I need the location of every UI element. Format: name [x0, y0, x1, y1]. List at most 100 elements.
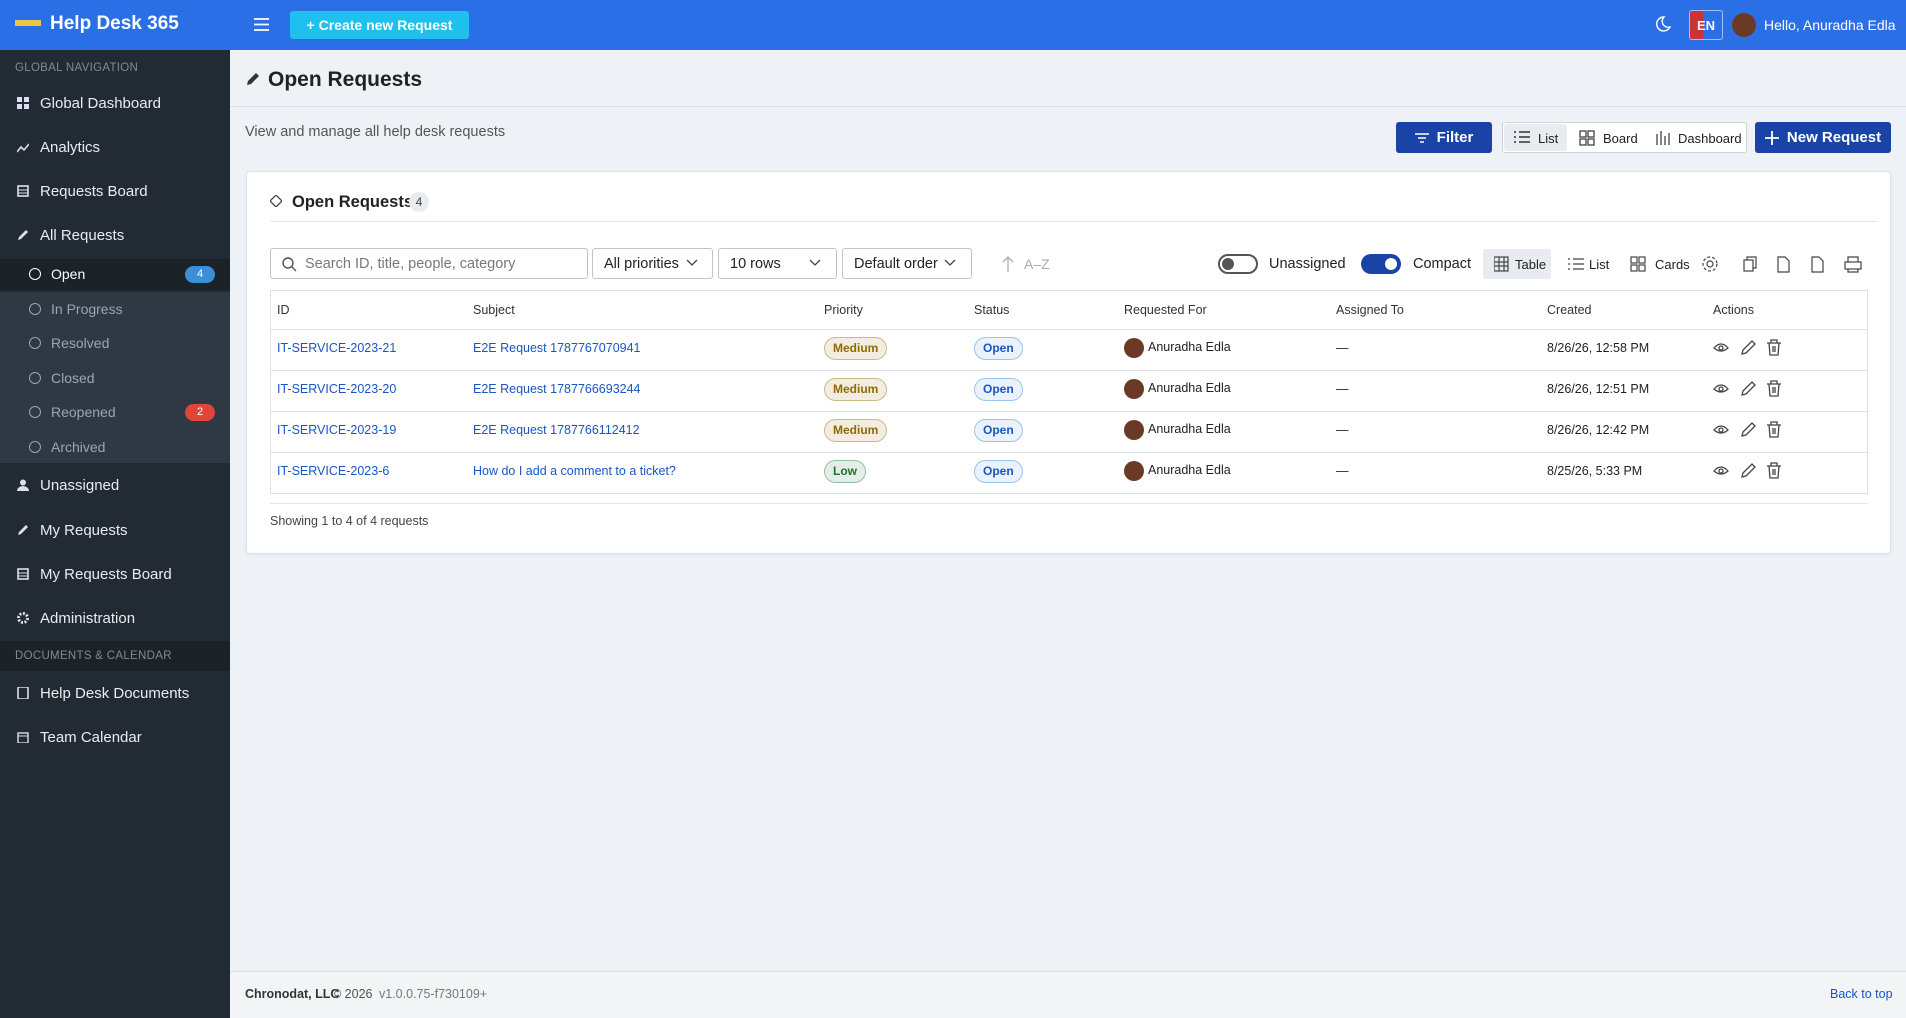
- footer-company: Chronodat, LLC: [245, 987, 340, 1001]
- submenu-item[interactable]: Archived: [51, 439, 106, 455]
- table: [270, 290, 1868, 494]
- row-actions[interactable]: [1713, 461, 1783, 479]
- submenu-item[interactable]: In Progress: [51, 300, 123, 317]
- avatar: [1124, 420, 1144, 440]
- item-icon: [29, 441, 41, 453]
- column-header: Subject: [473, 303, 515, 317]
- nav-item[interactable]: Help Desk Documents: [0, 673, 230, 713]
- new-request-button[interactable]: New Request: [1755, 122, 1891, 153]
- nav-item[interactable]: My Requests Board: [0, 554, 230, 594]
- submenu-item[interactable]: Resolved: [51, 335, 110, 352]
- theme-toggle[interactable]: [1655, 16, 1671, 32]
- nav-label: Help Desk Documents: [40, 684, 190, 702]
- view-option[interactable]: Dashboard: [1678, 131, 1742, 146]
- count-badge: 2: [185, 404, 215, 422]
- created: 8/26/26, 12:51 PM: [1547, 382, 1650, 396]
- row-divider: [271, 329, 1867, 330]
- layout-option[interactable]: Table: [1515, 257, 1547, 272]
- nav-item[interactable]: My Requests: [0, 510, 230, 550]
- requested-for: Anuradha Edla: [1148, 340, 1231, 354]
- created: 8/26/26, 12:58 PM: [1547, 341, 1650, 355]
- dropdown-label: All priorities: [604, 255, 679, 272]
- toggle-label: Compact: [1413, 256, 1472, 272]
- nav-label: Unassigned: [40, 476, 120, 494]
- column-header: ID: [277, 303, 290, 317]
- nav-item[interactable]: Team Calendar: [0, 717, 230, 757]
- divider: [270, 221, 1878, 222]
- toggle-label: Unassigned: [1269, 256, 1346, 272]
- compact-toggle[interactable]: [1361, 254, 1401, 274]
- card-title: Open Requests: [292, 193, 414, 211]
- row-divider: [271, 452, 1867, 453]
- assigned-to: —: [1336, 382, 1349, 396]
- avatar: [1124, 338, 1144, 358]
- language-button[interactable]: EN: [1689, 10, 1723, 40]
- filter-button[interactable]: Filter: [1396, 122, 1492, 153]
- nav-label: Global Dashboard: [40, 94, 161, 112]
- layout-option[interactable]: Cards: [1655, 257, 1690, 272]
- footer-copyright: © 2026: [332, 987, 373, 1001]
- view-option[interactable]: Board: [1603, 131, 1638, 146]
- column-header: Assigned To: [1336, 303, 1404, 317]
- dropdown-label: 10 rows: [730, 255, 781, 272]
- logo: [15, 20, 41, 26]
- divider: [230, 106, 1906, 107]
- user-avatar[interactable]: [1732, 13, 1756, 37]
- nav-label: Administration: [40, 609, 136, 627]
- create-request-button[interactable]: + Create new Request: [290, 11, 469, 39]
- column-header: Actions: [1713, 303, 1754, 317]
- menu-toggle[interactable]: [254, 18, 269, 31]
- nav-label: Analytics: [40, 138, 101, 156]
- divider: [270, 503, 1868, 504]
- subject-link[interactable]: E2E Request 1787766112412: [473, 423, 640, 437]
- request-id[interactable]: IT-SERVICE-2023-19: [277, 423, 397, 437]
- filter-label: Filter: [1436, 129, 1474, 146]
- request-id[interactable]: IT-SERVICE-2023-20: [277, 382, 397, 396]
- title-icon: [247, 73, 259, 85]
- footer-version: v1.0.0.75-f730109+: [379, 987, 488, 1001]
- submenu-item[interactable]: Closed: [51, 369, 95, 386]
- sort-button[interactable]: A–Z: [1024, 256, 1050, 272]
- item-icon: [29, 268, 41, 280]
- assigned-to: —: [1336, 423, 1349, 437]
- requested-for: Anuradha Edla: [1148, 422, 1231, 436]
- order-dropdown[interactable]: Default order: [842, 248, 972, 279]
- priority-dropdown[interactable]: All priorities: [592, 248, 713, 279]
- footer: [230, 971, 1906, 1018]
- row-actions[interactable]: [1713, 379, 1783, 397]
- back-to-top[interactable]: Back to top: [1830, 987, 1893, 1001]
- submenu-item[interactable]: Open: [51, 266, 86, 282]
- nav-item[interactable]: Analytics: [0, 127, 230, 167]
- assigned-to: —: [1336, 464, 1349, 478]
- brand[interactable]: Help Desk 365: [50, 13, 179, 34]
- row-divider: [271, 370, 1867, 371]
- nav-item[interactable]: Requests Board: [0, 171, 230, 211]
- column-header: Requested For: [1124, 303, 1207, 317]
- avatar: [1124, 461, 1144, 481]
- nav-item[interactable]: All Requests: [0, 215, 230, 255]
- view-option[interactable]: List: [1538, 131, 1559, 146]
- priority-badge: Low: [824, 460, 866, 483]
- row-actions[interactable]: [1713, 420, 1783, 438]
- subject-link[interactable]: E2E Request 1787767070941: [473, 341, 641, 355]
- nav-item[interactable]: Unassigned: [0, 465, 230, 505]
- nav-label: All Requests: [40, 226, 125, 244]
- nav-item[interactable]: Administration: [0, 598, 230, 638]
- layout-option[interactable]: List: [1589, 257, 1610, 272]
- sidebar: [0, 50, 230, 1018]
- submenu-item[interactable]: Reopened: [51, 404, 116, 421]
- nav-item[interactable]: Global Dashboard: [0, 83, 230, 123]
- row-actions[interactable]: [1713, 338, 1783, 356]
- search-input[interactable]: Search ID, title, people, category: [270, 248, 588, 279]
- unassigned-toggle[interactable]: [1218, 254, 1258, 274]
- request-id[interactable]: IT-SERVICE-2023-6: [277, 464, 390, 478]
- subject-link[interactable]: How do I add a comment to a ticket?: [473, 464, 676, 478]
- requested-for: Anuradha Edla: [1148, 381, 1231, 395]
- subject-link[interactable]: E2E Request 1787766693244: [473, 382, 641, 396]
- card-icon: [270, 195, 282, 207]
- count-badge: 4: [185, 266, 215, 283]
- request-id[interactable]: IT-SERVICE-2023-21: [277, 341, 397, 355]
- rows-dropdown[interactable]: 10 rows: [718, 248, 837, 279]
- section-label: GLOBAL NAVIGATION: [15, 62, 139, 74]
- greeting[interactable]: Hello, Anuradha Edla: [1764, 17, 1896, 33]
